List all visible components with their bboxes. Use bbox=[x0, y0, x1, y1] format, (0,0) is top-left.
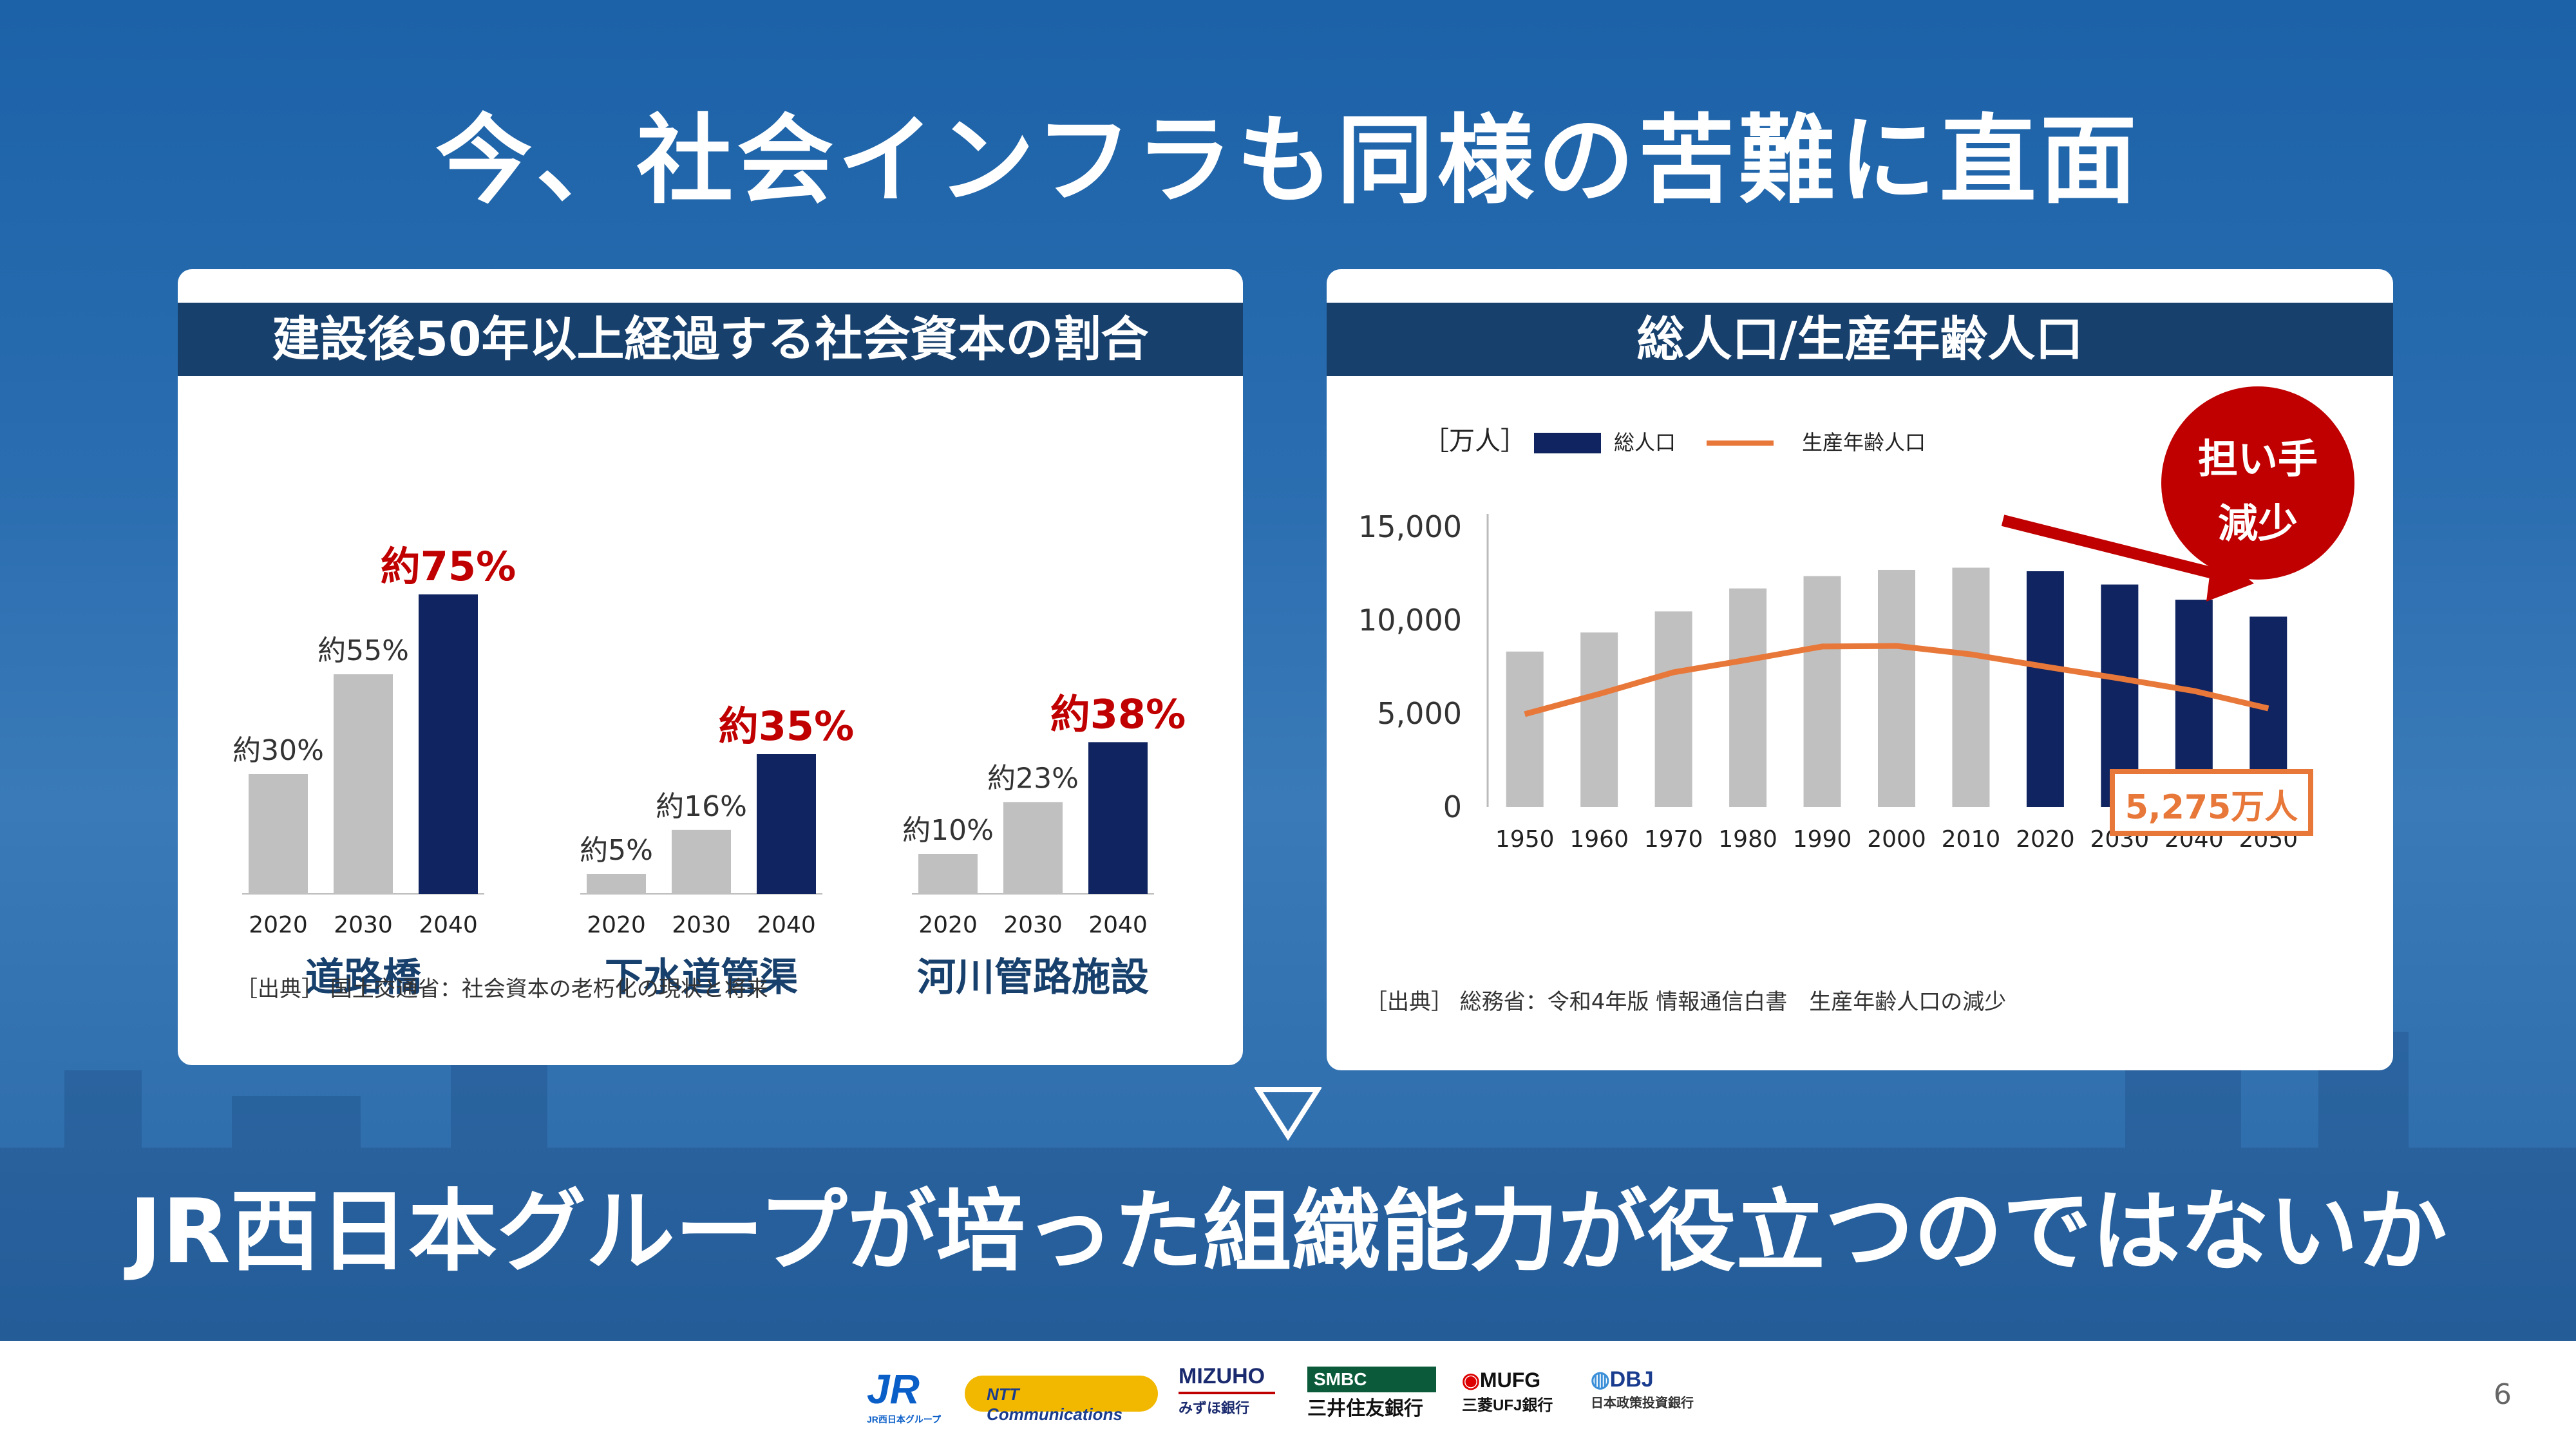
badge-line-2: 減少 bbox=[2217, 500, 2298, 547]
group-name-label: 道路橋 bbox=[305, 955, 422, 1000]
mufg-logo: ◉MUFG 三菱UFJ銀行 bbox=[1462, 1368, 1553, 1414]
bar-2030 bbox=[672, 829, 731, 894]
y-tick-label: 5,000 bbox=[1377, 696, 1462, 731]
bar-data-label: 約38% bbox=[1050, 690, 1186, 737]
year-tick-label: 2040 bbox=[1088, 912, 1148, 938]
bar-2020 bbox=[918, 854, 978, 894]
smbc-logo: SMBC 三井住友銀行 bbox=[1307, 1367, 1436, 1421]
year-tick-label: 2020 bbox=[587, 912, 646, 938]
y-tick-label: 0 bbox=[1443, 790, 1462, 824]
population-bar-2010 bbox=[1952, 567, 1990, 807]
bar-data-label: 約5% bbox=[580, 834, 653, 867]
bar-data-label: 約23% bbox=[987, 762, 1079, 795]
jr-west-logo: JR JR西日本グループ bbox=[867, 1366, 942, 1425]
bar-2030 bbox=[334, 674, 393, 894]
conclusion-text: JR西日本グループが培った組織能力が役立つのではないか bbox=[129, 1180, 2447, 1283]
year-tick-label: 2040 bbox=[757, 912, 816, 938]
badge-line-1: 担い手 bbox=[2197, 435, 2318, 482]
bar-2020 bbox=[249, 774, 308, 894]
population-bar-2000 bbox=[1878, 569, 1915, 807]
x-tick-label: 1960 bbox=[1569, 826, 1629, 853]
mizuho-logo: MIZUHO みずほ銀行 bbox=[1179, 1364, 1282, 1417]
trend-arrow-shaft bbox=[2001, 515, 2230, 583]
working-population-callout: 5,275万人 bbox=[2110, 769, 2313, 836]
group-name-label: 下水道管渠 bbox=[605, 955, 798, 1000]
infrastructure-panel: 建設後50年以上経過する社会資本の割合 約30% 2020 約55% 2030 約75%… bbox=[178, 269, 1243, 1065]
dbj-logo: ◍DBJ 日本政策投資銀行 bbox=[1591, 1367, 1694, 1410]
population-bar-1960 bbox=[1580, 632, 1618, 807]
bar-2040 bbox=[419, 594, 478, 894]
city-skyline bbox=[0, 1032, 2576, 1341]
x-tick-label: 1950 bbox=[1495, 826, 1555, 853]
bar-data-label: 約35% bbox=[719, 703, 854, 750]
infrastructure-panel-header: 建設後50年以上経過する社会資本の割合 bbox=[178, 303, 1243, 376]
population-bar-2020 bbox=[2026, 571, 2064, 807]
bar-data-label: 約16% bbox=[656, 790, 747, 823]
page-number: 6 bbox=[2494, 1378, 2512, 1411]
dbj-globe-icon: ◍ bbox=[1591, 1367, 1610, 1392]
x-tick-label: 1990 bbox=[1793, 826, 1852, 853]
x-tick-label: 1970 bbox=[1644, 826, 1703, 853]
legend-working-label: 生産年齢人口 bbox=[1802, 430, 1926, 455]
worker-decline-badge: 担い手 減少 bbox=[2161, 386, 2354, 580]
population-bar-1990 bbox=[1803, 576, 1841, 807]
year-tick-label: 2020 bbox=[249, 912, 308, 938]
working-age-point bbox=[2119, 677, 2120, 679]
ntt-communications-logo: NTT Communications bbox=[965, 1376, 1158, 1424]
bar-data-label: 約10% bbox=[902, 814, 994, 847]
footer: JR JR西日本グループ NTT Communications MIZUHO み… bbox=[0, 1341, 2576, 1449]
working-age-point bbox=[2193, 690, 2195, 692]
working-age-point bbox=[2268, 708, 2269, 709]
year-tick-label: 2040 bbox=[419, 912, 478, 938]
legend-total-label: 総人口 bbox=[1614, 430, 1676, 455]
infrastructure-chart: 約30% 2020 約55% 2030 約75% 2040 道路橋 約5% 2020 約16% 20… bbox=[232, 543, 1186, 1000]
x-tick-label: 2010 bbox=[1942, 826, 2001, 853]
year-tick-label: 2030 bbox=[334, 912, 393, 938]
infrastructure-source: ［出典］ 国土交通省：社会資本の老朽化の現状と将来 bbox=[236, 976, 768, 1002]
bar-data-label: 約30% bbox=[232, 734, 324, 767]
population-panel-header: 総人口/生産年齢人口 bbox=[1327, 303, 2393, 376]
x-tick-label: 2000 bbox=[1867, 826, 1926, 853]
working-age-point bbox=[1822, 646, 1823, 647]
bar-2040 bbox=[757, 754, 816, 894]
year-tick-label: 2030 bbox=[1003, 912, 1063, 938]
population-bar-1950 bbox=[1506, 651, 1544, 807]
year-tick-label: 2020 bbox=[918, 912, 978, 938]
population-source: ［出典］ 総務省：令和4年版 情報通信白書 生産年齢人口の減少 bbox=[1365, 989, 2007, 1015]
bar-2030 bbox=[1003, 802, 1063, 894]
population-bar-1980 bbox=[1729, 588, 1767, 807]
y-unit-label: ［万人］ bbox=[1423, 426, 1526, 456]
bar-data-label: 約75% bbox=[381, 543, 516, 590]
down-triangle-icon bbox=[1255, 1087, 1321, 1141]
bar-2020 bbox=[587, 874, 646, 894]
x-tick-label: 1980 bbox=[1718, 826, 1777, 853]
mufg-mark-icon: ◉ bbox=[1462, 1368, 1480, 1392]
x-tick-label: 2020 bbox=[2016, 826, 2075, 853]
population-bar-1970 bbox=[1654, 611, 1692, 807]
y-tick-label: 10,000 bbox=[1358, 603, 1462, 638]
y-tick-label: 15,000 bbox=[1358, 509, 1462, 544]
legend-total-swatch bbox=[1534, 433, 1601, 453]
bar-2040 bbox=[1088, 742, 1148, 894]
page-title: 今、社会インフラも同様の苦難に直面 bbox=[435, 105, 2141, 217]
year-tick-label: 2030 bbox=[672, 912, 731, 938]
group-name-label: 河川管路施設 bbox=[917, 955, 1149, 1000]
bar-data-label: 約55% bbox=[317, 634, 409, 667]
